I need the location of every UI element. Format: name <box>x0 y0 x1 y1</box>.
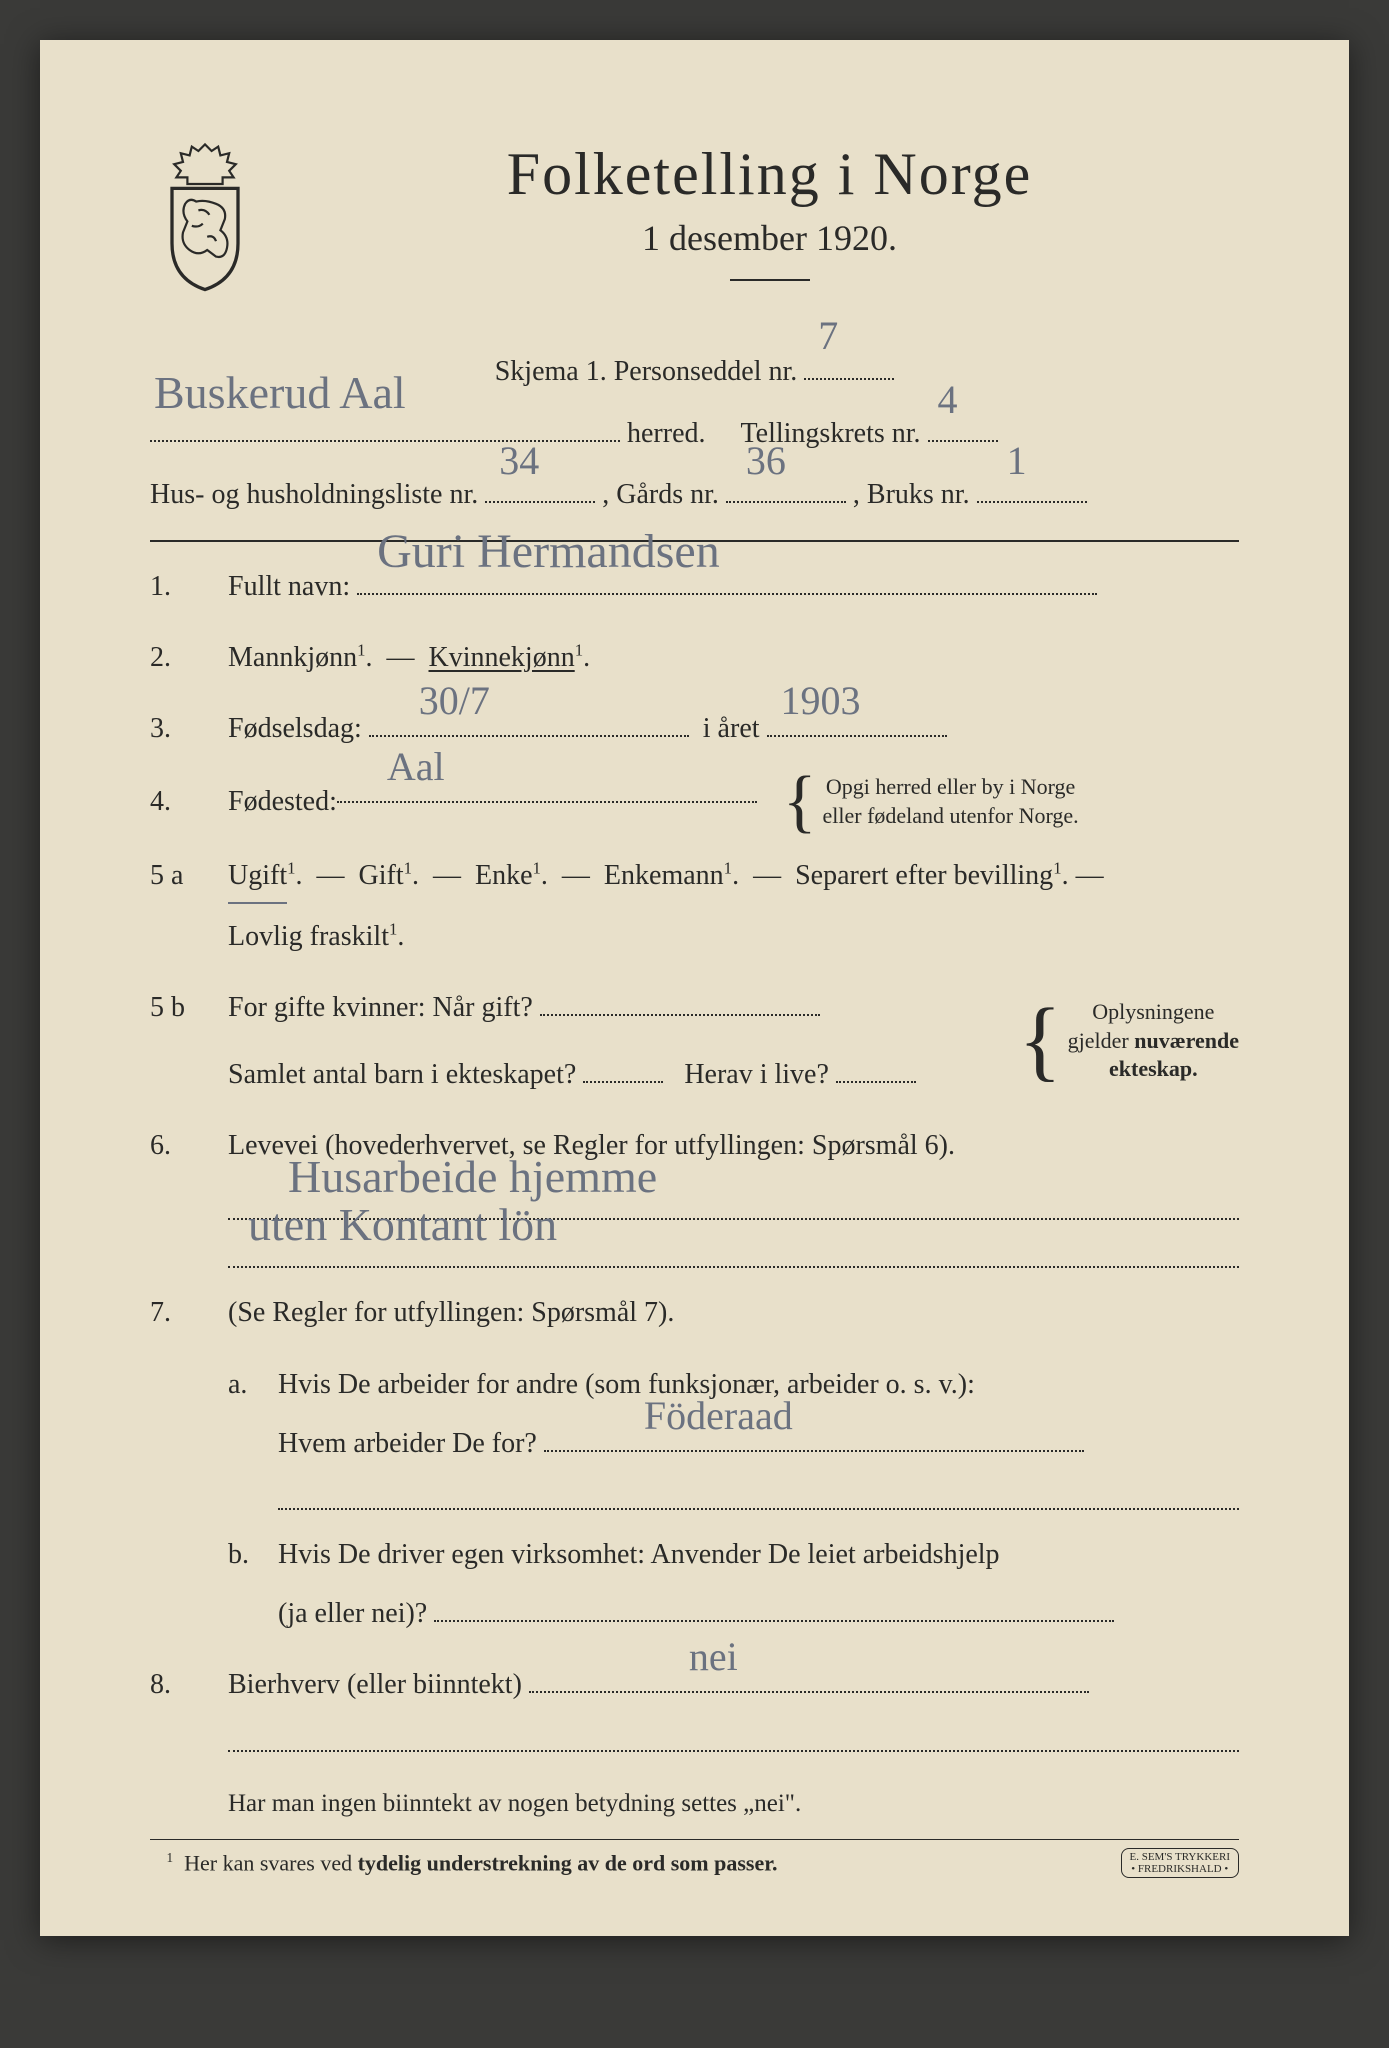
q3-label: Fødselsdag: <box>228 713 362 744</box>
q4-row: 4. Fødested: Aal { Opgi herred eller by … <box>150 773 1239 830</box>
q8-row2 <box>150 1718 1239 1752</box>
census-date: 1 desember 1920. <box>300 217 1239 259</box>
q4-value: Aal <box>387 729 445 805</box>
herred-label: herred. <box>627 418 706 449</box>
q7-num: 7. <box>150 1286 228 1339</box>
q2-row: 2. Mannkjønn1. — Kvinnekjønn1. <box>150 631 1239 684</box>
q5b-label-a: For gifte kvinner: Når gift? <box>228 992 533 1023</box>
q7a-value: Föderaad <box>644 1378 793 1454</box>
q7b-label2: (ja eller nei)? <box>278 1598 427 1629</box>
title-block: Folketelling i Norge 1 desember 1920. <box>300 140 1239 311</box>
q3-num: 3. <box>150 702 228 755</box>
q8-label: Bierhverv (eller biinntekt) <box>228 1669 522 1700</box>
q8-value: nei <box>689 1619 738 1695</box>
q7b-row: b. Hvis De driver egen virksomhet: Anven… <box>150 1528 1239 1581</box>
q6-num: 6. <box>150 1119 228 1172</box>
title-divider <box>730 279 810 281</box>
krets-nr-value: 4 <box>938 356 958 444</box>
footnote: 1 Her kan svares ved tydelig understrekn… <box>150 1850 1239 1876</box>
footnote-rule <box>150 1839 1239 1840</box>
hus-nr-value: 34 <box>499 417 539 505</box>
q5b-row: 5 b For gifte kvinner: Når gift? Samlet … <box>150 981 1239 1101</box>
q8-row: 8. Bierhverv (eller biinntekt) nei <box>150 1658 1239 1711</box>
foot-hint: Har man ingen biinntekt av nogen betydni… <box>228 1790 801 1817</box>
q7a-label: Hvis De arbeider for andre (som funksjon… <box>278 1369 975 1400</box>
q7b-num: b. <box>228 1528 249 1581</box>
q2-num: 2. <box>150 631 228 684</box>
q1-label: Fullt navn: <box>228 571 350 602</box>
q5a-fraskilt: Lovlig fraskilt <box>228 921 389 952</box>
bruks-label: , Bruks nr. <box>853 479 970 510</box>
q7a-label2: Hvem arbeider De for? <box>278 1428 537 1459</box>
q2-sep: — <box>387 642 415 673</box>
q5a-row: 5 a Ugift1. — Gift1. — Enke1. — Enkemann… <box>150 849 1239 904</box>
main-title: Folketelling i Norge <box>300 140 1239 209</box>
q5b-num: 5 b <box>150 981 228 1034</box>
skjema-label: Skjema 1. Personseddel nr. <box>495 356 798 387</box>
q5b-note: Oplysningene gjelder nuværende ekteskap. <box>1068 998 1239 1084</box>
q5a-ugift: Ugift <box>228 849 287 904</box>
q5b-label-b: Samlet antal barn i ekteskapet? <box>228 1059 576 1090</box>
q5a-enkemann: Enkemann <box>604 860 724 891</box>
q5a-row2: Lovlig fraskilt1. <box>150 910 1239 963</box>
brace-icon: { <box>1018 1005 1061 1077</box>
q4-note: Opgi herred eller by i Norge eller fødel… <box>823 773 1079 830</box>
bruks-nr-value: 1 <box>1007 417 1027 505</box>
q4-label: Fødested: <box>228 775 337 828</box>
q2-mann: Mannkjønn <box>228 642 357 673</box>
q6-value-b: uten Kontant lön <box>248 1181 557 1268</box>
q3-year-value: 1903 <box>781 663 861 739</box>
printer-stamp: E. SEM'S TRYKKERI • FREDRIKSHALD • <box>1121 1848 1240 1878</box>
q1-num: 1. <box>150 560 228 613</box>
q7a-num: a. <box>228 1358 247 1411</box>
q7a-row3 <box>150 1476 1239 1510</box>
q8-num: 8. <box>150 1658 228 1711</box>
herred-value: Buskerud Aal <box>154 342 406 443</box>
q7a-row2: Hvem arbeider De for? Föderaad <box>150 1417 1239 1470</box>
q7-row: 7. (Se Regler for utfyllingen: Spørsmål … <box>150 1286 1239 1339</box>
q5b-label-c: Herav i live? <box>684 1059 829 1090</box>
q5a-enke: Enke <box>475 860 533 891</box>
form-header: Folketelling i Norge 1 desember 1920. <box>150 140 1239 311</box>
q3-year-label: i året <box>703 713 760 744</box>
q7-label: (Se Regler for utfyllingen: Spørsmål 7). <box>228 1297 674 1328</box>
person-nr-value: 7 <box>818 292 838 380</box>
footnote-num: 1 <box>167 1850 174 1865</box>
brace-icon: { <box>783 774 817 830</box>
q5a-num: 5 a <box>150 849 228 902</box>
q5a-separert: Separert efter bevilling <box>795 860 1053 891</box>
census-form-page: Folketelling i Norge 1 desember 1920. Sk… <box>40 40 1349 1936</box>
coat-of-arms-icon <box>150 140 260 299</box>
q1-value: Guri Hermandsen <box>377 506 720 597</box>
q7b-label: Hvis De driver egen virksomhet: Anvender… <box>278 1539 1000 1570</box>
gards-nr-value: 36 <box>746 417 786 505</box>
q6-value-row2: uten Kontant lön <box>150 1226 1239 1268</box>
hint-row: Har man ingen biinntekt av nogen betydni… <box>150 1776 1239 1829</box>
herred-line: Buskerud Aal herred. Tellingskrets nr. 4 <box>150 403 1239 465</box>
q1-row: 1. Fullt navn: Guri Hermandsen <box>150 560 1239 613</box>
q5a-gift: Gift <box>359 860 404 891</box>
q3-row: 3. Fødselsdag: 30/7 i året 1903 <box>150 702 1239 755</box>
q4-num: 4. <box>150 775 228 828</box>
q3-day-value: 30/7 <box>419 663 490 739</box>
